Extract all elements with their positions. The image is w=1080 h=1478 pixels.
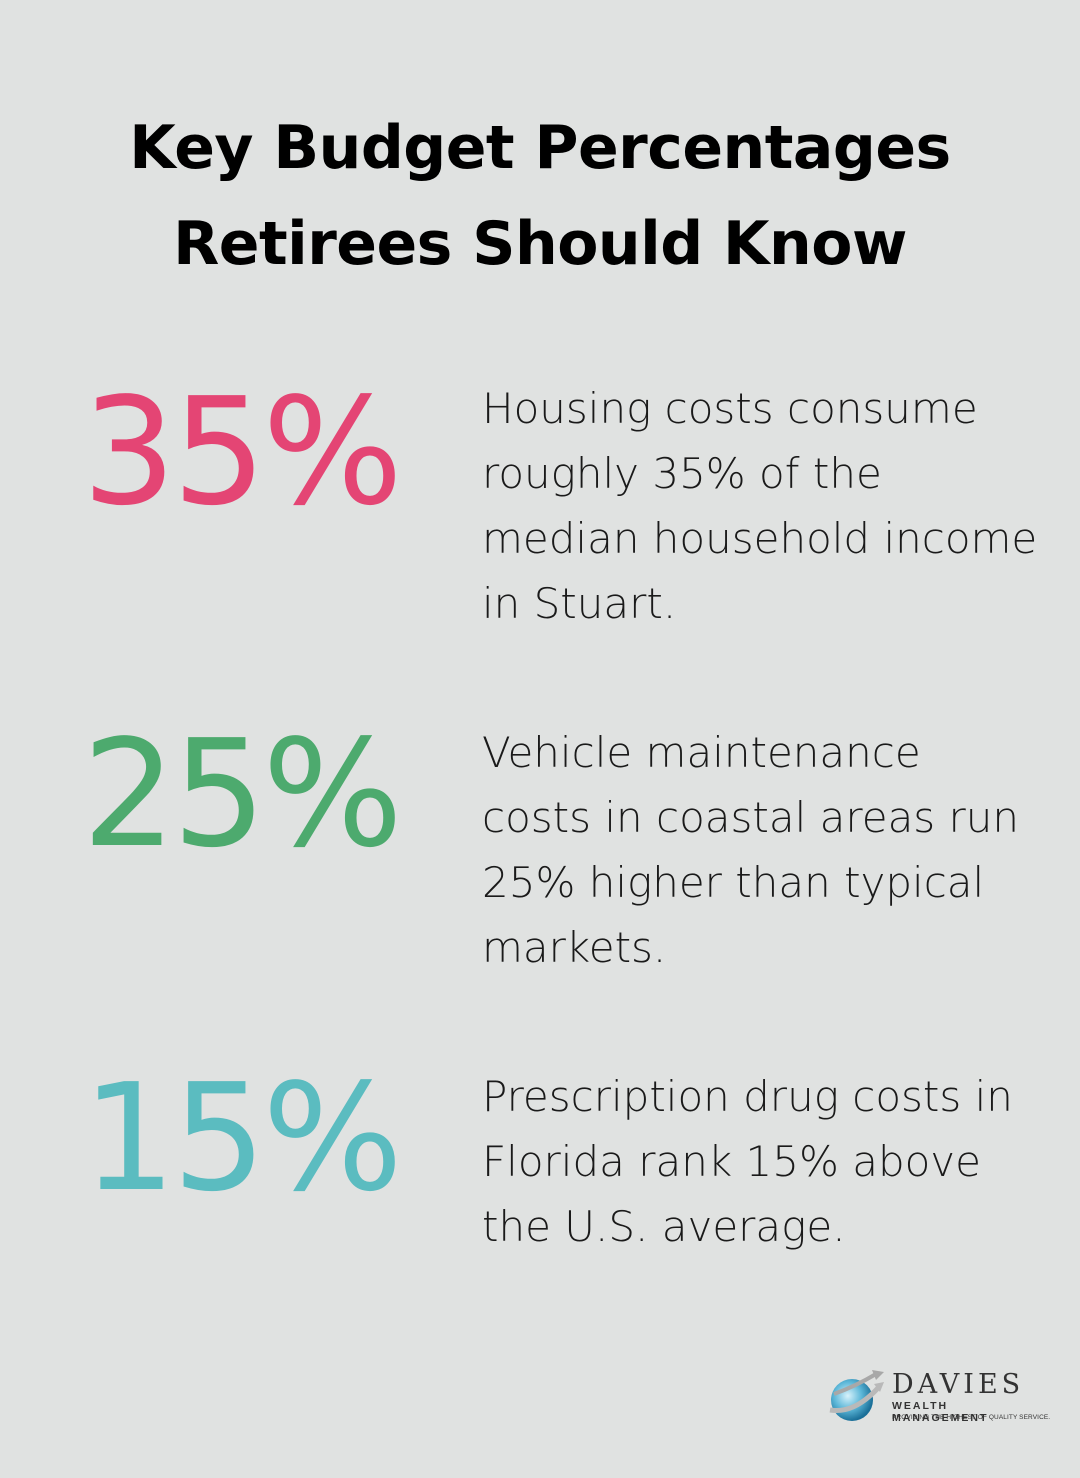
page-title: Key Budget Percentages Retirees Should K… [129, 113, 951, 279]
company-logo: DAVIES WEALTH MANAGEMENT PROVIDING THE H… [826, 1369, 1050, 1426]
logo-tagline: PROVIDING THE HIGHEST OF QUALITY SERVICE… [892, 1414, 1051, 1421]
stat-value: 15% [82, 1052, 403, 1224]
stat-value: 25% [82, 708, 403, 880]
stat-description: Prescription drug costs in Florida rank … [482, 1072, 1013, 1251]
logo-subtitle: WEALTH MANAGEMENT [892, 1400, 989, 1424]
stat-value: 35% [82, 366, 403, 538]
logo-name: DAVIES [892, 1369, 1025, 1400]
stat-description: Vehicle maintenance costs in coastal are… [482, 728, 1020, 972]
stat-description: Housing costs consume roughly 35% of the… [482, 384, 1038, 628]
globe-arrows-icon [829, 1370, 884, 1421]
